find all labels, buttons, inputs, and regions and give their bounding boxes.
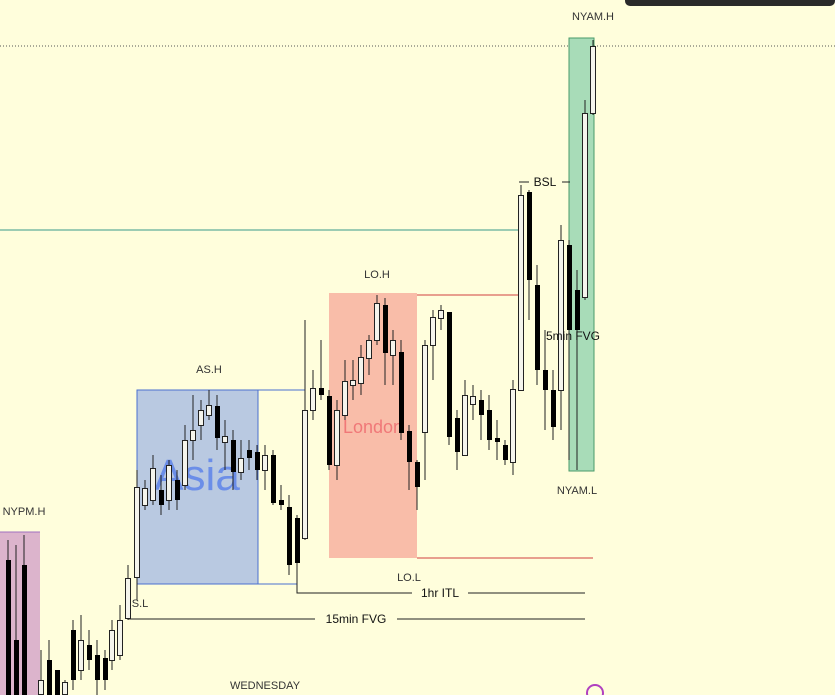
logo-icon — [586, 684, 604, 695]
bsl-label: BSL — [534, 175, 557, 189]
asia-high-label: AS.H — [196, 364, 222, 376]
asia-box — [136, 389, 259, 585]
nyam-high-label: NYAM.H — [572, 11, 614, 23]
nypm-high-label: NYPM.H — [3, 506, 46, 518]
fvg-5min-label: 5min FVG — [546, 329, 600, 343]
london-label: London — [343, 417, 403, 437]
nyam-low-label: NYAM.L — [557, 485, 597, 497]
london-high-label: LO.H — [364, 269, 390, 281]
itl-label: 1hr ITL — [421, 586, 459, 600]
day-label: WEDNESDAY — [230, 680, 301, 692]
session-low-label: S.L — [132, 598, 149, 610]
fvg-15min-label: 15min FVG — [326, 612, 387, 626]
london-low-label: LO.L — [397, 572, 421, 584]
toolbar-tab — [625, 0, 835, 6]
nyam-box — [568, 37, 595, 472]
